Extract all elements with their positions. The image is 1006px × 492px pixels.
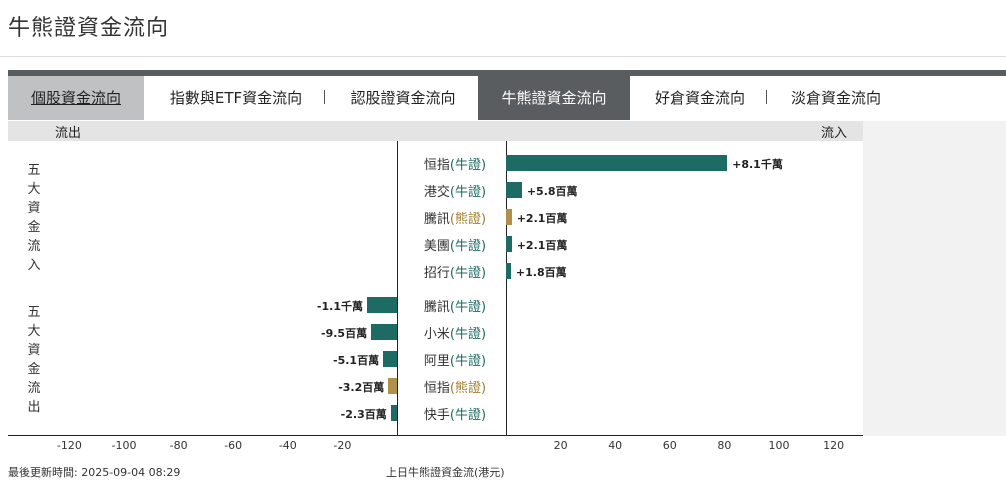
category-type: (牛證) [449,185,487,200]
fund-flow-chart: 流出 流入 五大資金流入 五大資金流出 +8.1千萬 恒指(牛證) +5.8百萬 港交… [8,121,1006,461]
category-label: 招行(牛證) [406,262,504,281]
category-type: (熊證) [449,381,487,396]
outflow-value-label: -5.1百萬 [333,354,380,367]
inflow-value-label: +1.8百萬 [515,266,567,279]
outflow-bar [371,324,397,340]
chart-caption: 上日牛熊證資金流(港元) [386,466,505,479]
x-tick-label: 20 [553,439,568,452]
outflow-header: 流出 [55,126,82,141]
outflow-bar [383,351,397,367]
outflow-value-label: -3.2百萬 [338,381,385,394]
inflow-bar [506,155,728,171]
x-axis-line [8,435,863,436]
tab-long-fund-flow[interactable]: 好倉資金流向 [654,89,745,107]
chart-right-band [863,121,1006,436]
title-divider [0,56,1006,57]
tab-warrant-fund-flow[interactable]: 認股證資金流向 [350,89,456,107]
category-name: 騰訊 [423,300,450,315]
tab-cbbc-fund-flow[interactable]: 牛熊證資金流向 [478,76,630,120]
inflow-value-label: +2.1百萬 [516,239,568,252]
outflow-group-label: 五大資金流出 [27,305,41,415]
x-tick-label: 40 [608,439,623,452]
inflow-axis-line [506,141,507,436]
category-type: (牛證) [449,408,487,423]
x-tick-label: -120 [56,439,82,452]
category-label: 恒指(牛證) [406,154,504,173]
page-title: 牛熊證資金流向 [8,16,170,41]
x-tick-label: -80 [169,439,188,452]
x-tick-label: 60 [662,439,677,452]
category-label: 阿里(牛證) [406,350,504,369]
category-type: (牛證) [449,158,487,173]
inflow-value-label: +8.1千萬 [732,158,783,171]
category-type: (牛證) [449,266,487,281]
x-tick-label: 100 [768,439,790,452]
inflow-bar [506,236,512,252]
category-name: 恒指 [423,381,450,396]
outflow-bar [390,405,397,421]
category-label: 恒指(熊證) [406,377,504,396]
category-type: (牛證) [449,327,487,342]
x-tick-label: -20 [333,439,352,452]
category-name: 恒指 [423,158,450,173]
category-name: 美團 [423,239,450,254]
inflow-value-label: +2.1百萬 [516,212,568,225]
inflow-bar [506,209,512,225]
category-type: (牛證) [449,300,487,315]
category-label: 美團(牛證) [406,235,504,254]
tab-separator [766,90,767,104]
x-tick-label: -60 [224,439,243,452]
category-label: 小米(牛證) [406,323,504,342]
inflow-group-label: 五大資金流入 [27,163,41,273]
x-tick-label: -100 [111,439,137,452]
inflow-value-label: +5.8百萬 [526,185,578,198]
tab-index-etf-fund-flow[interactable]: 指數與ETF資金流向 [169,89,303,107]
tab-bar-top-strip [8,70,1006,76]
tab-short-fund-flow[interactable]: 淡倉資金流向 [790,89,881,107]
category-label: 快手(牛證) [406,404,504,423]
inflow-header: 流入 [821,126,848,141]
category-name: 騰訊 [423,212,450,227]
outflow-bar [388,378,397,394]
category-name: 小米 [423,327,450,342]
outflow-bar [366,297,397,313]
category-type: (牛證) [449,354,487,369]
inflow-bar [506,182,522,198]
category-name: 快手 [423,408,450,423]
category-label: 騰訊(牛證) [406,296,504,315]
category-name: 招行 [423,266,450,281]
outflow-value-label: -1.1千萬 [316,300,363,313]
tab-bar: 個股資金流向 指數與ETF資金流向 認股證資金流向 牛熊證資金流向 好倉資金流向… [8,70,1006,122]
inflow-bar [506,263,511,279]
tab-stock-fund-flow[interactable]: 個股資金流向 [8,76,144,120]
chart-header-band [8,121,863,141]
x-tick-label: 120 [823,439,845,452]
category-name: 阿里 [423,354,450,369]
outflow-value-label: -9.5百萬 [321,327,368,340]
category-label: 騰訊(熊證) [406,208,504,227]
outflow-axis-line [397,141,398,436]
x-tick-label: 80 [717,439,732,452]
tab-separator [324,90,325,104]
x-tick-label: -40 [278,439,297,452]
category-name: 港交 [423,185,450,200]
category-type: (熊證) [449,212,487,227]
outflow-value-label: -2.3百萬 [340,408,387,421]
last-updated-text: 最後更新時間: 2025-09-04 08:29 [8,466,181,479]
category-type: (牛證) [449,239,487,254]
category-label: 港交(牛證) [406,181,504,200]
